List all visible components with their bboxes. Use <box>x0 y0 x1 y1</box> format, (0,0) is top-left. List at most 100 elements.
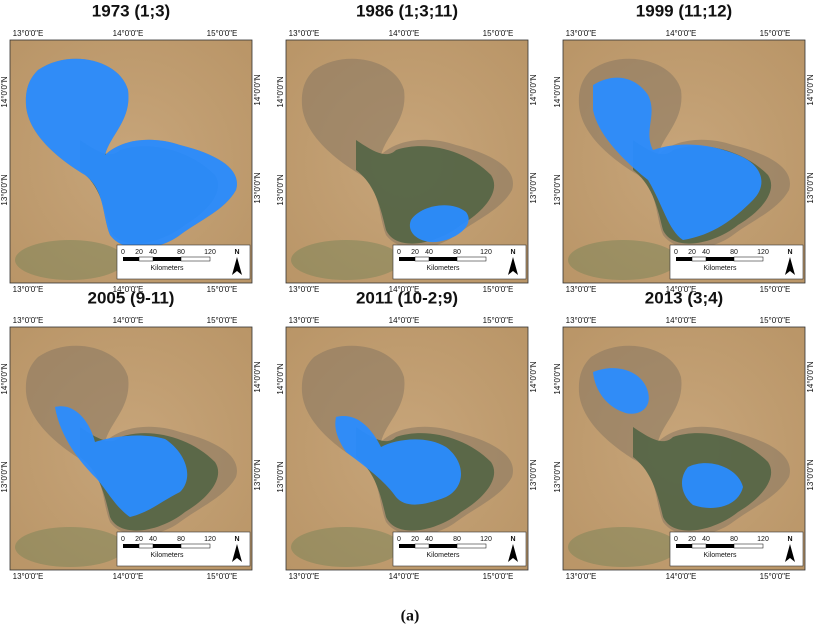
scale-box <box>392 244 527 280</box>
north-label: N <box>510 249 515 256</box>
longitude-label: 14°0'0"E <box>666 316 697 325</box>
scale-seg <box>123 544 139 548</box>
map-panel: 13°0'0"E 13°0'0"E 14°0'0"E 14°0'0"E 15°0'0"E… <box>276 29 538 294</box>
longitude-label: 14°0'0"E <box>666 572 697 581</box>
scale-unit: Kilometers <box>426 265 460 272</box>
longitude-label: 13°0'0"E <box>13 316 44 325</box>
scale-seg <box>676 257 692 261</box>
longitude-label: 15°0'0"E <box>483 316 514 325</box>
scale-tick-label: 0 <box>121 536 125 543</box>
longitude-label: 13°0'0"E <box>566 29 597 38</box>
scale-tick-label: 20 <box>135 536 143 543</box>
scale-bar: 0 20 40 80 120 Kilometers N <box>669 531 804 567</box>
latitude-label: 13°0'0"N <box>806 172 815 203</box>
longitude-label: 15°0'0"E <box>760 572 791 581</box>
scale-tick-label: 80 <box>177 249 185 256</box>
north-arrow <box>232 257 242 275</box>
longitude-label: 15°0'0"E <box>760 29 791 38</box>
scale-seg <box>414 543 430 549</box>
longitude-label: 15°0'0"E <box>483 29 514 38</box>
latitude-label: 13°0'0"N <box>0 174 9 205</box>
vegetation-south <box>291 240 401 280</box>
scale-box <box>116 244 251 280</box>
map-panel: 13°0'0"E 13°0'0"E 14°0'0"E 14°0'0"E 15°0'0"E… <box>553 29 815 294</box>
longitude-label: 13°0'0"E <box>289 316 320 325</box>
water-area <box>55 406 188 517</box>
scale-seg <box>733 256 764 262</box>
latitude-label: 14°0'0"N <box>276 363 285 394</box>
north-arrow <box>785 257 795 275</box>
latitude-label: 13°0'0"N <box>553 174 562 205</box>
map-panel: 13°0'0"E 13°0'0"E 14°0'0"E 14°0'0"E 15°0'0"E… <box>276 316 538 581</box>
longitude-label: 15°0'0"E <box>207 285 238 294</box>
scale-seg <box>429 257 457 261</box>
scale-tick-label: 120 <box>204 536 216 543</box>
water-area <box>335 416 461 505</box>
scale-tick-label: 120 <box>480 249 492 256</box>
scale-seg <box>691 256 707 262</box>
latitude-label: 14°0'0"N <box>0 363 9 394</box>
longitude-label: 15°0'0"E <box>207 316 238 325</box>
latitude-label: 14°0'0"N <box>806 361 815 392</box>
longitude-label: 13°0'0"E <box>566 316 597 325</box>
latitude-label: 13°0'0"N <box>253 172 262 203</box>
north-label: N <box>510 536 515 543</box>
latitude-label: 13°0'0"N <box>529 172 538 203</box>
scale-seg <box>414 256 430 262</box>
scale-unit: Kilometers <box>426 552 460 559</box>
north-arrow <box>785 544 795 562</box>
scale-tick-label: 120 <box>757 249 769 256</box>
latitude-label: 13°0'0"N <box>806 459 815 490</box>
longitude-label: 13°0'0"E <box>566 572 597 581</box>
latitude-label: 13°0'0"N <box>253 459 262 490</box>
latitude-label: 13°0'0"N <box>276 461 285 492</box>
longitude-label: 14°0'0"E <box>666 29 697 38</box>
longitude-label: 14°0'0"E <box>113 572 144 581</box>
longitude-label: 13°0'0"E <box>13 29 44 38</box>
scale-tick-label: 40 <box>149 536 157 543</box>
panel-title: 1999 (11;12) <box>636 1 732 20</box>
scale-seg <box>399 257 415 261</box>
scale-seg <box>429 544 457 548</box>
latitude-label: 14°0'0"N <box>253 361 262 392</box>
scale-tick-label: 20 <box>135 249 143 256</box>
scale-seg <box>180 543 211 549</box>
scale-seg <box>138 543 154 549</box>
scale-seg <box>399 544 415 548</box>
scale-bar: 0 20 40 80 120 Kilometers N <box>116 244 251 280</box>
scale-seg <box>138 256 154 262</box>
latitude-label: 13°0'0"N <box>276 174 285 205</box>
scale-box <box>392 531 527 567</box>
scale-seg <box>706 544 734 548</box>
scale-tick-label: 120 <box>480 536 492 543</box>
latitude-label: 14°0'0"N <box>553 363 562 394</box>
scale-bar: 0 20 40 80 120 Kilometers N <box>116 531 251 567</box>
vegetation-south <box>568 240 678 280</box>
longitude-label: 13°0'0"E <box>289 29 320 38</box>
scale-tick-label: 0 <box>674 536 678 543</box>
water-area <box>681 463 743 508</box>
longitude-label: 13°0'0"E <box>289 285 320 294</box>
scale-tick-label: 0 <box>674 249 678 256</box>
water-area <box>409 205 469 243</box>
map-panel: 13°0'0"E 13°0'0"E 14°0'0"E 14°0'0"E 15°0'0"E… <box>0 316 262 581</box>
scale-bar: 0 20 40 80 120 Kilometers N <box>392 531 527 567</box>
scale-tick-label: 20 <box>411 536 419 543</box>
panel-title: 1986 (1;3;11) <box>356 1 458 20</box>
scale-box <box>669 244 804 280</box>
longitude-label: 15°0'0"E <box>760 285 791 294</box>
scale-bar: 0 20 40 80 120 Kilometers N <box>392 244 527 280</box>
north-label: N <box>787 536 792 543</box>
scale-seg <box>153 257 181 261</box>
panel-title: 2005 (9-11) <box>88 288 175 307</box>
latitude-label: 14°0'0"N <box>529 74 538 105</box>
scale-seg <box>456 256 487 262</box>
north-arrow <box>508 257 518 275</box>
latitude-label: 14°0'0"N <box>553 76 562 107</box>
map-panel: 13°0'0"E 13°0'0"E 14°0'0"E 14°0'0"E 15°0'0"E… <box>0 29 262 294</box>
scale-tick-label: 40 <box>702 536 710 543</box>
water-area <box>593 368 649 414</box>
scale-unit: Kilometers <box>150 552 184 559</box>
scale-unit: Kilometers <box>703 265 737 272</box>
longitude-label: 15°0'0"E <box>483 572 514 581</box>
